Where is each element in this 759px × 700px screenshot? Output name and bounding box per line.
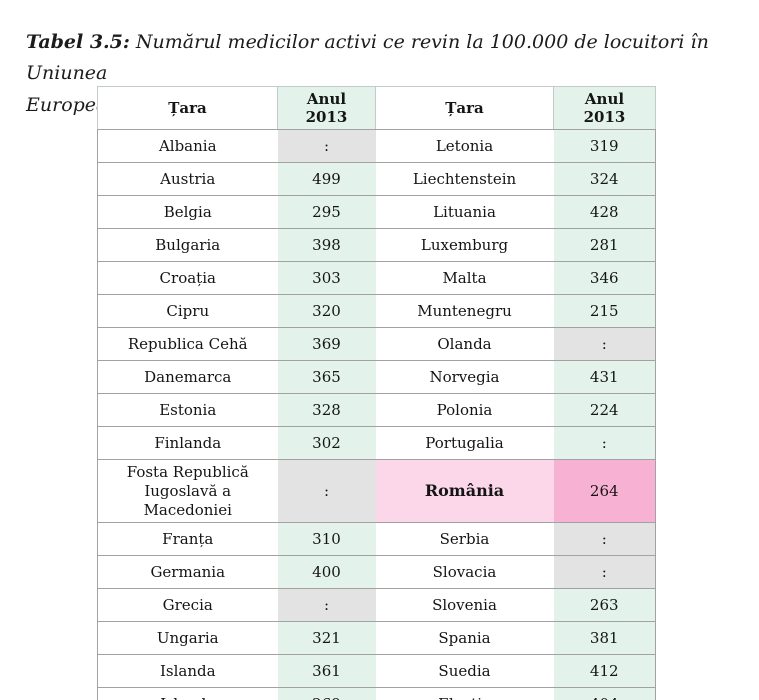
country-cell: Grecia (97, 588, 278, 622)
value-cell: 369 (277, 327, 376, 361)
table-row: Grecia: Slovenia 263 (97, 588, 656, 622)
country-cell: Cipru (97, 294, 278, 328)
country-cell: Norvegia (375, 360, 554, 394)
table-row: Germania 400 Slovacia: (97, 555, 656, 589)
value-cell: 302 (277, 426, 376, 460)
table-header: Țara Anul 2013 Țara Anul 2013 (97, 86, 656, 130)
country-cell: Letonia (375, 129, 554, 163)
country-cell: Lituania (375, 195, 554, 229)
table-row: Austria 499 Liechtenstein 324 (97, 162, 656, 196)
value-cell: 224 (553, 393, 656, 427)
country-cell: Slovacia (375, 555, 554, 589)
country-cell: Ungaria (97, 621, 278, 655)
table-row: Bulgaria 398 Luxemburg 281 (97, 228, 656, 262)
value-cell: 381 (553, 621, 656, 655)
value-cell: 264 (553, 458, 656, 523)
value-cell: : (553, 522, 656, 556)
table-row: Finlanda 302 Portugalia: (97, 426, 656, 460)
country-cell: Suedia (375, 654, 554, 688)
value-cell: : (553, 555, 656, 589)
country-cell: Danemarca (97, 360, 278, 394)
table-row: Belgia 295 Lituania 428 (97, 195, 656, 229)
header-country-right: Țara (375, 86, 554, 130)
value-cell: 499 (277, 162, 376, 196)
country-cell: Finlanda (97, 426, 278, 460)
caption-label: Tabel 3.5: (26, 31, 130, 53)
value-cell: 346 (553, 261, 656, 295)
table-row: Ungaria 321 Spania 381 (97, 621, 656, 655)
table-row: Cipru 320 Muntenegru 215 (97, 294, 656, 328)
country-cell: Slovenia (375, 588, 554, 622)
country-cell: Malta (375, 261, 554, 295)
value-cell: 319 (553, 129, 656, 163)
country-cell: Germania (97, 555, 278, 589)
country-cell: România (375, 458, 554, 523)
table-row: Franța 310 Serbia: (97, 522, 656, 556)
header-row: Țara Anul 2013 Țara Anul 2013 (97, 86, 656, 130)
country-cell: Luxemburg (375, 228, 554, 262)
country-cell: Croația (97, 261, 278, 295)
value-cell: 263 (553, 588, 656, 622)
value-cell: 361 (277, 654, 376, 688)
table-body: Albania: Letonia 319 Austria 499 Liechtenstei… (97, 129, 656, 700)
table-container: Țara Anul 2013 Țara Anul 2013 Albania: Le… (97, 86, 656, 700)
table-row: Albania: Letonia 319 (97, 129, 656, 163)
table-row: Republica Cehă 369 Olanda: (97, 327, 656, 361)
country-cell: Republica Cehă (97, 327, 278, 361)
value-cell: 310 (277, 522, 376, 556)
table-row: Islanda 361 Suedia 412 (97, 654, 656, 688)
country-cell: Albania (97, 129, 278, 163)
value-cell: 428 (553, 195, 656, 229)
country-cell: Muntenegru (375, 294, 554, 328)
value-cell: 303 (277, 261, 376, 295)
value-cell: 324 (553, 162, 656, 196)
value-cell: : (277, 129, 376, 163)
value-cell: 400 (277, 555, 376, 589)
country-cell: Portugalia (375, 426, 554, 460)
header-year-right: Anul 2013 (553, 86, 656, 130)
value-cell: 365 (277, 360, 376, 394)
country-cell: Polonia (375, 393, 554, 427)
country-cell: Islanda (97, 654, 278, 688)
country-cell: Serbia (375, 522, 554, 556)
country-cell: Belgia (97, 195, 278, 229)
value-cell: : (553, 426, 656, 460)
medics-per-capita-table: Țara Anul 2013 Țara Anul 2013 Albania: Le… (97, 86, 656, 700)
value-cell: 281 (553, 228, 656, 262)
value-cell: : (277, 588, 376, 622)
table-row: Fosta Republică Iugoslavă a Macedoniei: R… (97, 458, 656, 523)
value-cell: 412 (553, 654, 656, 688)
value-cell: 431 (553, 360, 656, 394)
country-cell: Olanda (375, 327, 554, 361)
table-row: Estonia 328 Polonia 224 (97, 393, 656, 427)
country-cell: Estonia (97, 393, 278, 427)
country-cell: Spania (375, 621, 554, 655)
value-cell: 269 (277, 687, 376, 700)
country-cell: Bulgaria (97, 228, 278, 262)
value-cell: : (553, 327, 656, 361)
country-cell: Franța (97, 522, 278, 556)
country-cell: Liechtenstein (375, 162, 554, 196)
value-cell: 398 (277, 228, 376, 262)
value-cell: 328 (277, 393, 376, 427)
header-year-left: Anul 2013 (277, 86, 376, 130)
table-row: Irlanda269Elveția404 (97, 687, 656, 700)
value-cell: 215 (553, 294, 656, 328)
value-cell: : (277, 458, 376, 523)
table-row: Croația 303 Malta 346 (97, 261, 656, 295)
table-row: Danemarca 365 Norvegia 431 (97, 360, 656, 394)
caption-text-line1: Numărul medicilor activi ce revin la 100… (26, 31, 709, 85)
value-cell: 404 (553, 687, 656, 700)
header-country-left: Țara (97, 86, 278, 130)
value-cell: 320 (277, 294, 376, 328)
country-cell: Irlanda (97, 687, 278, 700)
country-cell: Elveția (375, 687, 554, 700)
value-cell: 321 (277, 621, 376, 655)
country-cell: Austria (97, 162, 278, 196)
value-cell: 295 (277, 195, 376, 229)
country-cell: Fosta Republică Iugoslavă a Macedoniei (97, 458, 278, 523)
